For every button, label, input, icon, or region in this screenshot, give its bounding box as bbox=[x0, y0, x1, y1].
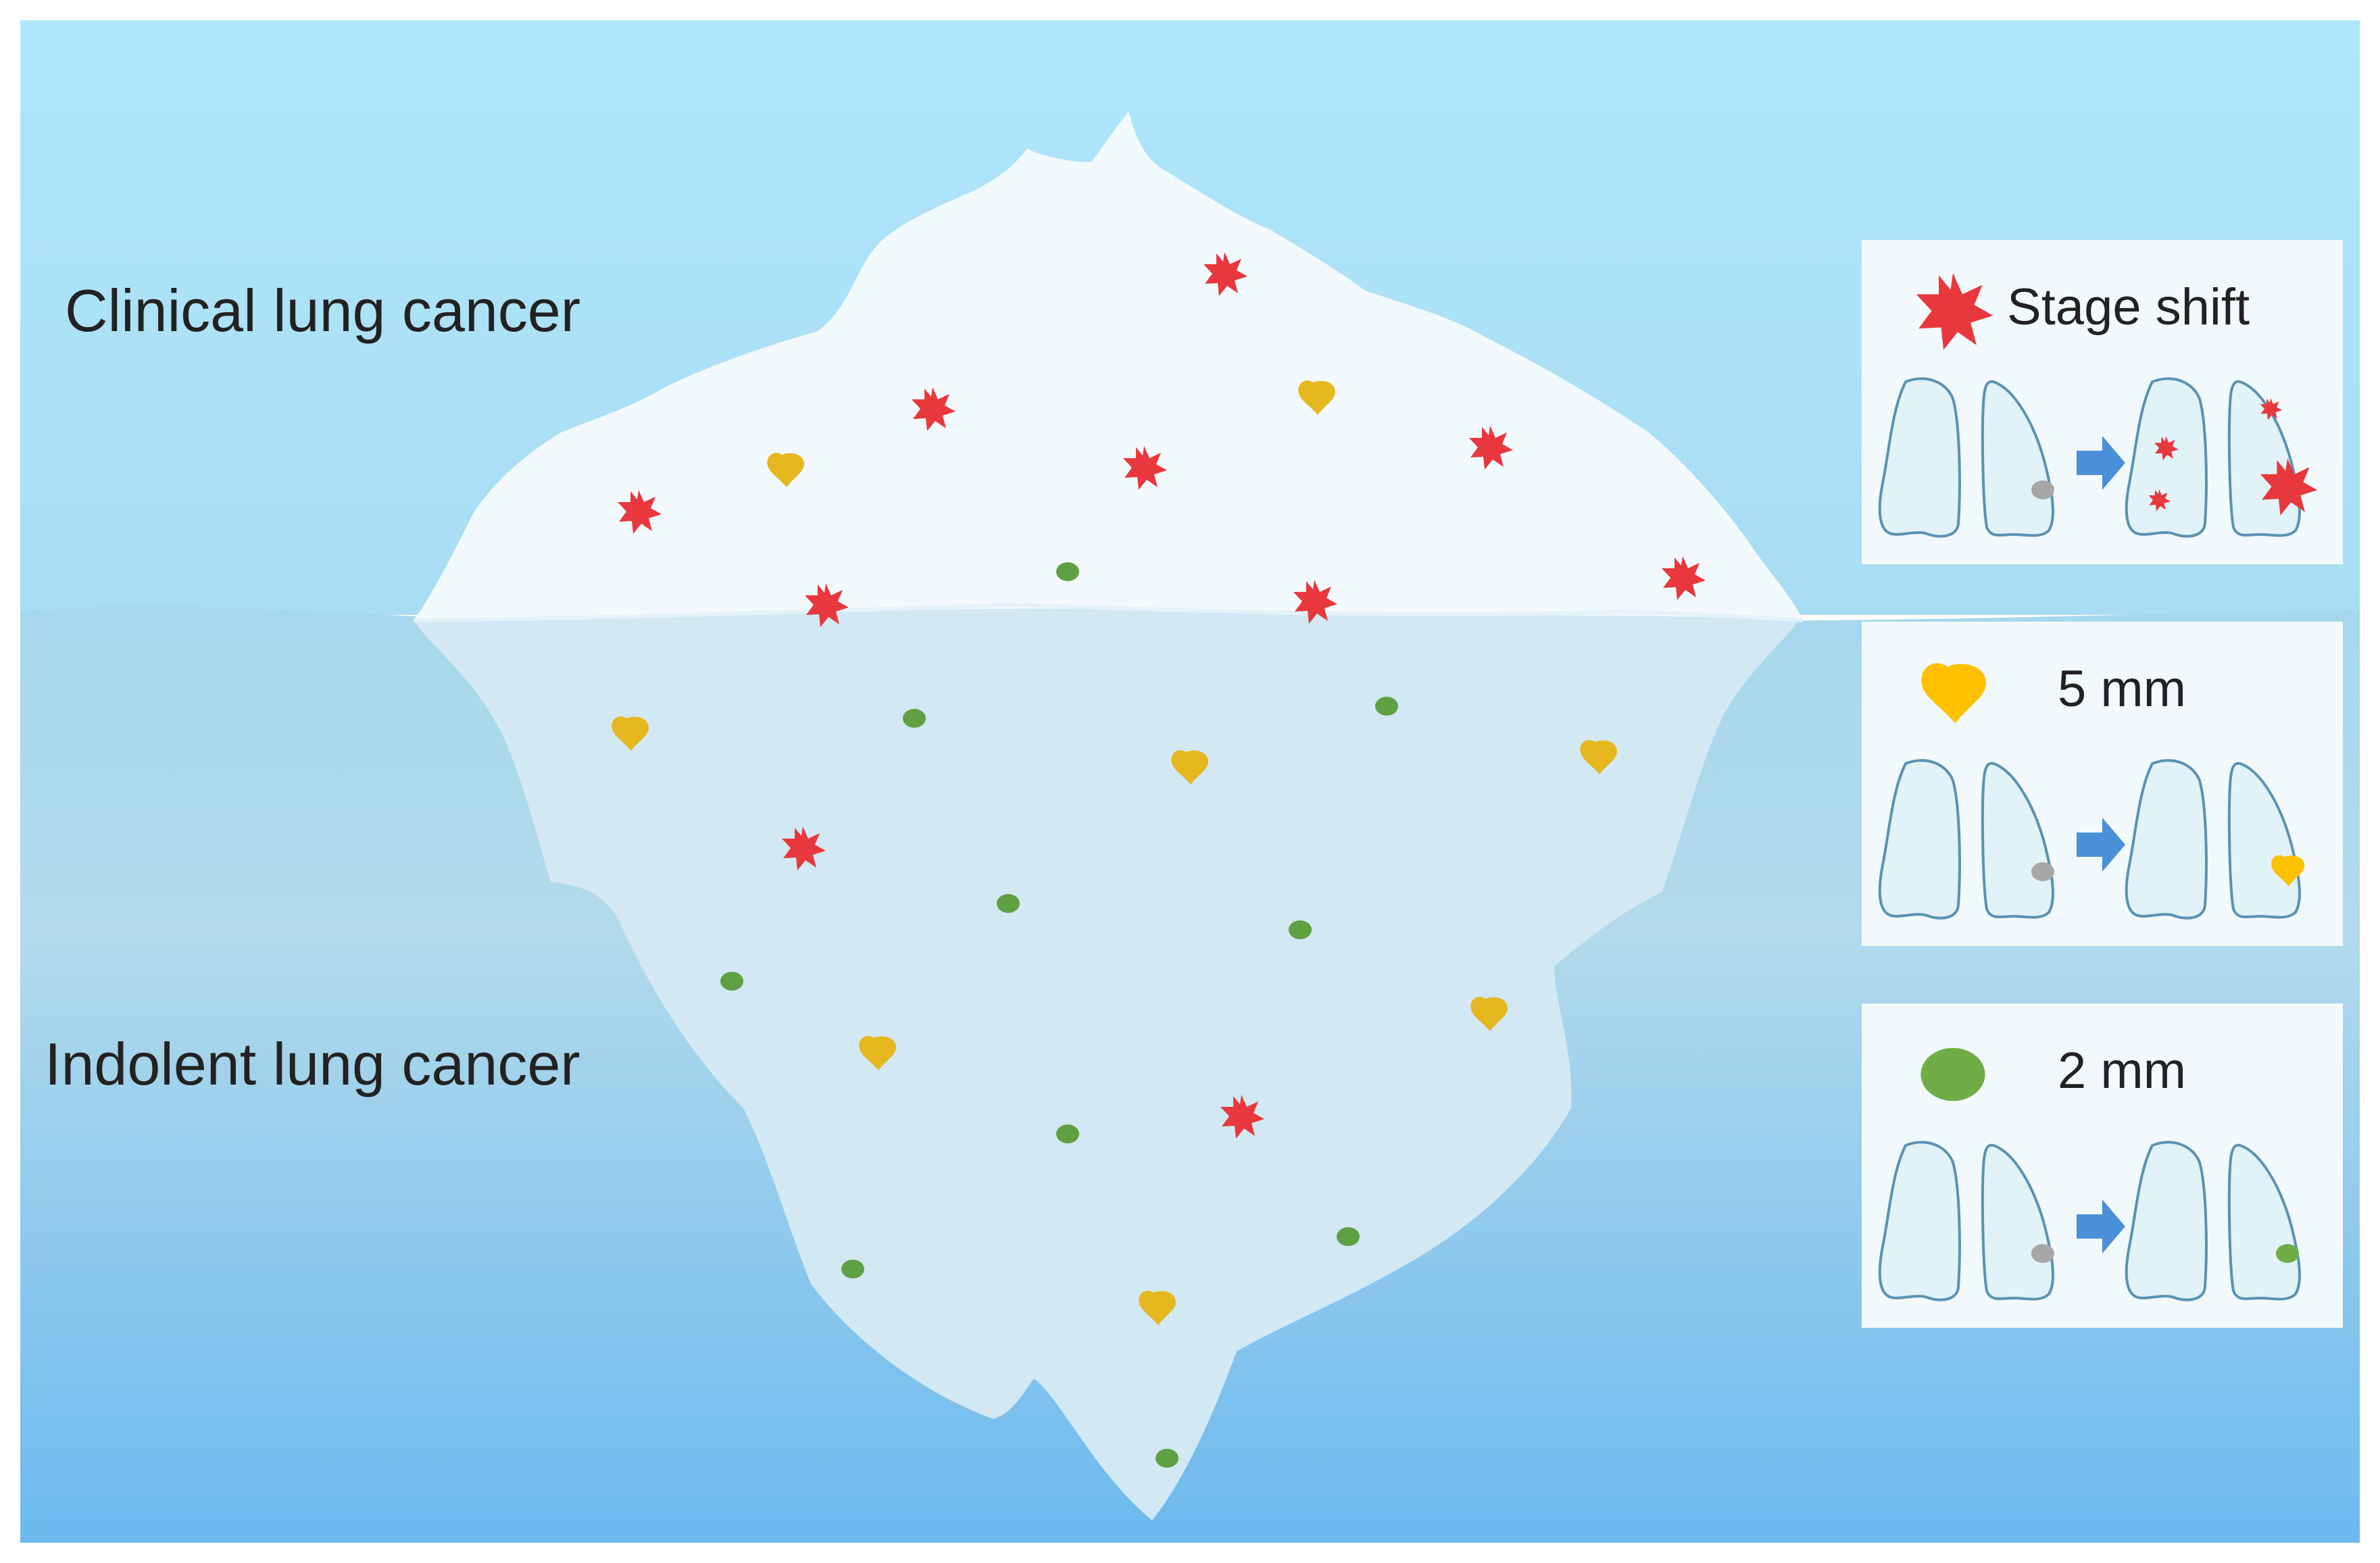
green-nodule-icon bbox=[903, 709, 926, 728]
green-nodule-icon bbox=[997, 894, 1020, 913]
green-nodule-icon bbox=[2276, 1244, 2299, 1263]
legend-panel-2: 5 mm bbox=[1862, 622, 2343, 946]
green-nodule-icon bbox=[1056, 1124, 1079, 1143]
green-nodule-icon bbox=[1337, 1227, 1360, 1246]
green-nodule-icon bbox=[841, 1260, 864, 1279]
clinical-label: Clinical lung cancer bbox=[65, 277, 580, 344]
legend: Stage shift 5 mm 2 mm bbox=[1862, 240, 2343, 1328]
initial-nodule-icon bbox=[2031, 862, 2054, 881]
iceberg-tip bbox=[414, 111, 1803, 620]
legend-label: Stage shift bbox=[2007, 278, 2250, 336]
indolent-label: Indolent lung cancer bbox=[45, 1031, 580, 1097]
green-nodule-icon bbox=[1056, 562, 1079, 581]
green-nodule-icon bbox=[1920, 1047, 1985, 1101]
legend-panel-3: 2 mm bbox=[1862, 1003, 2343, 1328]
green-nodule-icon bbox=[1375, 697, 1398, 716]
initial-nodule-icon bbox=[2031, 480, 2054, 499]
green-nodule-icon bbox=[720, 972, 743, 991]
iceberg-underwater bbox=[414, 608, 1799, 1520]
initial-nodule-icon bbox=[2031, 1244, 2054, 1263]
green-nodule-icon bbox=[1289, 920, 1312, 939]
legend-panel-1: Stage shift bbox=[1862, 240, 2343, 564]
legend-label: 5 mm bbox=[2058, 660, 2186, 718]
waterline bbox=[413, 602, 1804, 622]
legend-label: 2 mm bbox=[2058, 1042, 2186, 1099]
green-nodule-icon bbox=[1156, 1449, 1179, 1468]
